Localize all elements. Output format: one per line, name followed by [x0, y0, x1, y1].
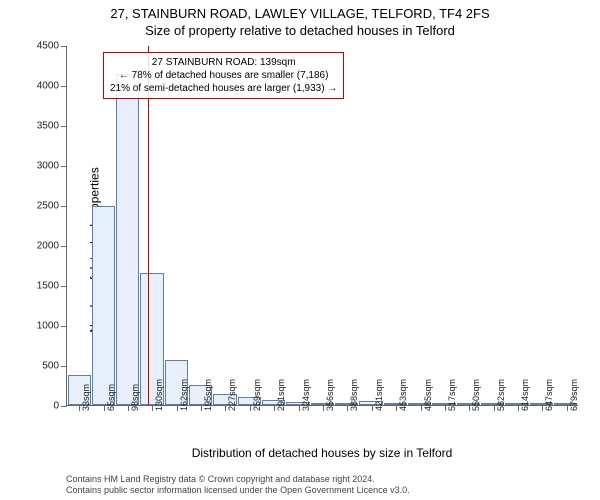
x-tick — [494, 405, 495, 411]
x-tick-label: 33sqm — [81, 384, 91, 411]
x-tick — [201, 405, 202, 411]
chart-title-block: 27, STAINBURN ROAD, LAWLEY VILLAGE, TELF… — [0, 0, 600, 40]
y-tick-label: 500 — [42, 361, 67, 372]
x-tick-label: 227sqm — [227, 379, 237, 411]
x-tick — [250, 405, 251, 411]
x-tick-label: 485sqm — [423, 379, 433, 411]
y-tick-label: 3500 — [37, 121, 67, 132]
footer-attribution: Contains HM Land Registry data © Crown c… — [66, 474, 578, 497]
y-tick-label: 0 — [53, 401, 67, 412]
x-tick-label: 65sqm — [106, 384, 116, 411]
bar-group — [67, 46, 578, 405]
x-tick — [323, 405, 324, 411]
histogram-chart: 27, STAINBURN ROAD, LAWLEY VILLAGE, TELF… — [0, 0, 600, 500]
x-tick — [372, 405, 373, 411]
x-tick-label: 679sqm — [569, 379, 579, 411]
x-tick-label: 647sqm — [544, 379, 554, 411]
y-tick-label: 4500 — [37, 41, 67, 52]
x-tick — [396, 405, 397, 411]
x-tick-label: 582sqm — [496, 379, 506, 411]
callout-line3: 21% of semi-detached houses are larger (… — [110, 82, 337, 95]
x-tick — [445, 405, 446, 411]
footer-line1: Contains HM Land Registry data © Crown c… — [66, 474, 578, 485]
marker-line — [148, 46, 149, 405]
x-tick-label: 388sqm — [349, 379, 359, 411]
x-tick-label: 324sqm — [301, 379, 311, 411]
x-tick-label: 98sqm — [130, 384, 140, 411]
plot-area: 050010001500200025003000350040004500 33s… — [66, 46, 578, 406]
x-tick-label: 614sqm — [520, 379, 530, 411]
x-tick — [421, 405, 422, 411]
bar — [116, 74, 139, 405]
footer-line2: Contains public sector information licen… — [66, 485, 578, 496]
x-tick-label: 259sqm — [252, 379, 262, 411]
y-tick-label: 2000 — [37, 241, 67, 252]
x-tick — [128, 405, 129, 411]
x-tick — [518, 405, 519, 411]
callout-box: 27 STAINBURN ROAD: 139sqm ← 78% of detac… — [103, 52, 344, 99]
y-tick-label: 1500 — [37, 281, 67, 292]
callout-line2: ← 78% of detached houses are smaller (7,… — [110, 69, 337, 82]
x-axis-label: Distribution of detached houses by size … — [66, 446, 578, 460]
x-tick-label: 453sqm — [398, 379, 408, 411]
x-tick-label: 421sqm — [374, 379, 384, 411]
x-tick — [299, 405, 300, 411]
x-tick-label: 291sqm — [276, 379, 286, 411]
x-tick-label: 162sqm — [179, 379, 189, 411]
x-tick-label: 517sqm — [447, 379, 457, 411]
y-tick-label: 2500 — [37, 201, 67, 212]
y-tick-label: 1000 — [37, 321, 67, 332]
x-tick — [104, 405, 105, 411]
y-tick-label: 4000 — [37, 81, 67, 92]
bar — [92, 206, 115, 405]
x-tick-label: 130sqm — [154, 379, 164, 411]
x-tick-label: 550sqm — [471, 379, 481, 411]
x-tick — [177, 405, 178, 411]
x-tick — [567, 405, 568, 411]
x-tick-label: 195sqm — [203, 379, 213, 411]
y-tick-label: 3000 — [37, 161, 67, 172]
chart-title-line2: Size of property relative to detached ho… — [0, 23, 600, 40]
callout-line1: 27 STAINBURN ROAD: 139sqm — [110, 56, 337, 69]
chart-title-line1: 27, STAINBURN ROAD, LAWLEY VILLAGE, TELF… — [0, 6, 600, 23]
x-tick-label: 356sqm — [325, 379, 335, 411]
